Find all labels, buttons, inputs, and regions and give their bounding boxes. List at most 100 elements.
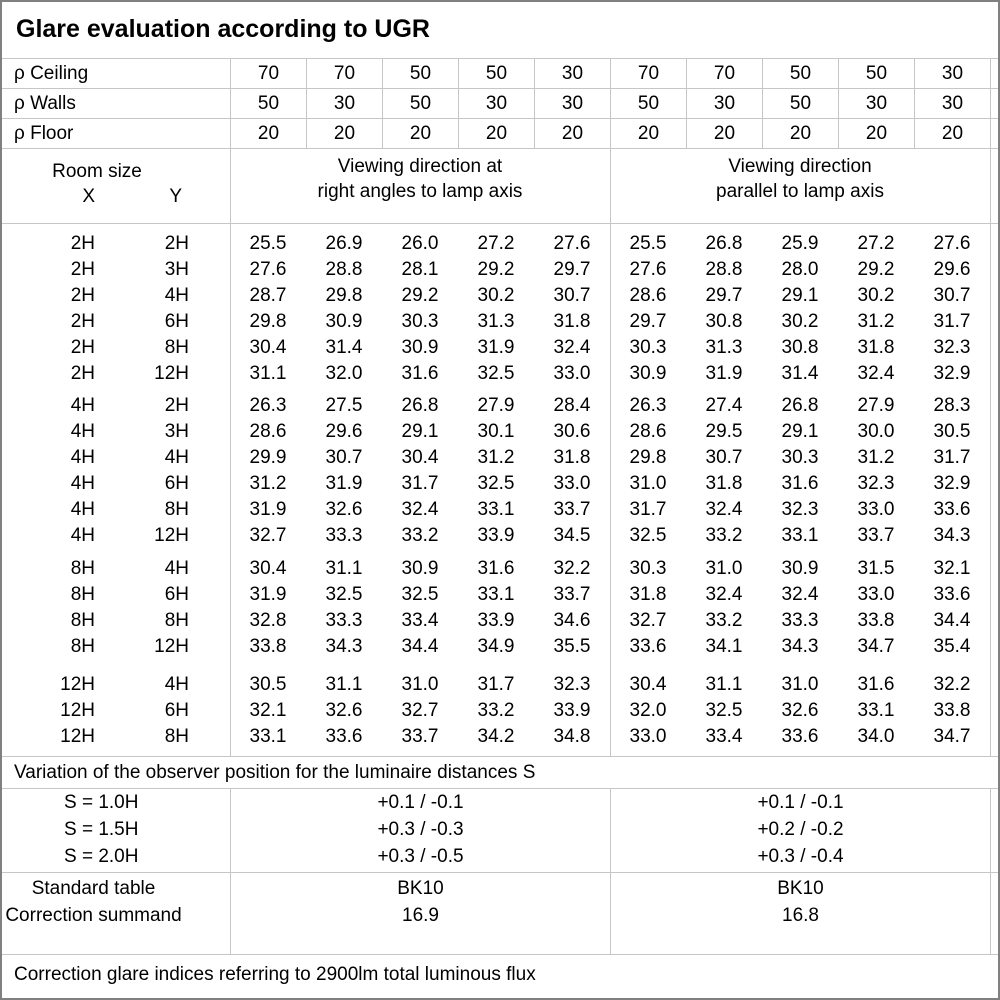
ugr-value: 27.6 xyxy=(933,233,971,254)
s-distance-labels: S = 1.0H S = 1.5H S = 2.0H xyxy=(2,789,230,872)
ugr-value: 31.9 xyxy=(705,363,743,384)
ugr-value: 32.5 xyxy=(477,473,515,494)
room-size-y-value: 8H xyxy=(164,337,189,358)
standard-section-label: Correction summand xyxy=(5,905,182,926)
ugr-row: 12H 6H 32.1 32.6 32.7 33.2 33.9 32.0 32.5 32.6 33.… xyxy=(2,698,998,724)
ugr-value: 33.1 xyxy=(781,525,819,546)
ugr-value: 32.3 xyxy=(933,337,971,358)
ugr-value: 34.1 xyxy=(705,636,743,657)
ugr-value: 30.2 xyxy=(857,285,895,306)
ugr-value: 30.4 xyxy=(249,558,287,579)
reflectance-value: 20 xyxy=(230,119,306,148)
ugr-value: 31.2 xyxy=(249,473,287,494)
reflectance-value: 70 xyxy=(230,59,306,88)
standard-values-parallel: BK10 16.8 xyxy=(610,873,990,954)
room-size-x-value: 8H xyxy=(70,610,95,631)
room-size-xy-labels: X Y xyxy=(2,184,230,209)
ugr-value: 32.0 xyxy=(325,363,363,384)
reflectance-value: 30 xyxy=(306,89,382,118)
ugr-value: 33.8 xyxy=(933,700,971,721)
ugr-value: 29.1 xyxy=(781,285,819,306)
ugr-table: Room size X Y Viewing direction at right… xyxy=(2,149,998,757)
ugr-value: 34.4 xyxy=(933,610,971,631)
ugr-value: 29.8 xyxy=(249,311,287,332)
room-size-x-value: 2H xyxy=(70,259,95,280)
ugr-value: 32.4 xyxy=(781,584,819,605)
ugr-value: 31.3 xyxy=(477,311,515,332)
reflectance-value: 70 xyxy=(686,59,762,88)
room-size-x-value: 2H xyxy=(70,363,95,384)
ugr-row: 8H 8H 32.8 33.3 33.4 33.9 34.6 32.7 33.2 33.3 33.8… xyxy=(2,608,998,634)
spacing-correction-value: +0.3 / -0.3 xyxy=(377,819,464,840)
reflectance-value: 50 xyxy=(382,89,458,118)
ugr-value: 33.8 xyxy=(249,636,287,657)
ugr-value: 27.2 xyxy=(477,233,515,254)
heading-line: right angles to lamp axis xyxy=(317,181,523,202)
heading-parallel-to-lamp-axis: Viewing direction parallel to lamp axis xyxy=(610,149,990,223)
ugr-value: 30.8 xyxy=(781,337,819,358)
ugr-value: 26.3 xyxy=(249,395,287,416)
ugr-value: 30.9 xyxy=(629,363,667,384)
reflectance-row: ρ Floor 20 20 20 20 20 20 20 20 20 20 xyxy=(2,119,998,149)
ugr-value: 32.5 xyxy=(325,584,363,605)
ugr-value: 32.1 xyxy=(249,700,287,721)
ugr-value: 33.2 xyxy=(477,700,515,721)
ugr-value: 33.2 xyxy=(705,525,743,546)
ugr-value: 34.3 xyxy=(933,525,971,546)
reflectance-value: 70 xyxy=(306,59,382,88)
ugr-value: 33.0 xyxy=(553,363,591,384)
ugr-value: 30.3 xyxy=(629,337,667,358)
ugr-value: 33.6 xyxy=(325,726,363,747)
ugr-values-body: 2H 2H 25.5 26.9 26.0 27.2 27.6 25.5 26.8 25.9 27.2… xyxy=(2,224,998,757)
standard-section-value: BK10 xyxy=(777,878,824,899)
room-size-y-value: 3H xyxy=(164,421,189,442)
ugr-value: 30.1 xyxy=(477,421,515,442)
ugr-value: 26.8 xyxy=(705,233,743,254)
room-size-x-value: 2H xyxy=(70,337,95,358)
ugr-value: 33.3 xyxy=(325,525,363,546)
ugr-value: 33.1 xyxy=(249,726,287,747)
room-size-x-value: 4H xyxy=(70,447,95,468)
reflectance-value: 20 xyxy=(610,119,686,148)
ugr-value: 33.6 xyxy=(629,636,667,657)
reflectance-value: 20 xyxy=(838,119,914,148)
ugr-value: 33.7 xyxy=(553,584,591,605)
ugr-value: 30.0 xyxy=(857,421,895,442)
heading-line: Viewing direction xyxy=(728,156,872,177)
ugr-value: 29.6 xyxy=(325,421,363,442)
ugr-value: 30.9 xyxy=(325,311,363,332)
ugr-row: 12H 4H 30.5 31.1 31.0 31.7 32.3 30.4 31.1 31.0 31.… xyxy=(2,672,998,698)
room-size-y-value: 12H xyxy=(154,363,189,384)
ugr-value: 34.5 xyxy=(553,525,591,546)
ugr-value: 28.0 xyxy=(781,259,819,280)
room-size-x-value: 4H xyxy=(70,421,95,442)
room-size-y-value: 12H xyxy=(154,525,189,546)
ugr-value: 29.1 xyxy=(781,421,819,442)
ugr-value: 33.7 xyxy=(553,499,591,520)
ugr-value: 31.2 xyxy=(477,447,515,468)
ugr-value: 28.8 xyxy=(705,259,743,280)
ugr-value: 33.4 xyxy=(401,610,439,631)
ugr-value: 32.2 xyxy=(933,674,971,695)
ugr-value: 30.4 xyxy=(401,447,439,468)
reflectance-value: 50 xyxy=(382,59,458,88)
reflectance-value: 20 xyxy=(686,119,762,148)
ugr-value: 32.9 xyxy=(933,363,971,384)
ugr-value: 32.5 xyxy=(629,525,667,546)
reflectance-value: 50 xyxy=(762,59,838,88)
reflectance-value: 20 xyxy=(762,119,838,148)
room-size-x-value: 2H xyxy=(70,285,95,306)
ugr-row: 2H 4H 28.7 29.8 29.2 30.2 30.7 28.6 29.7 29.1 30.2… xyxy=(2,283,998,309)
ugr-value: 33.6 xyxy=(781,726,819,747)
ugr-value: 31.2 xyxy=(857,311,895,332)
reflectance-header-rows: ρ Ceiling 70 70 50 50 30 70 70 50 50 30 ρ Walls 50 30… xyxy=(2,59,998,149)
ugr-value: 28.8 xyxy=(325,259,363,280)
standard-table-section: Standard table Correction summand BK10 16.… xyxy=(2,873,998,955)
ugr-value: 32.7 xyxy=(629,610,667,631)
room-size-y-value: 2H xyxy=(164,233,189,254)
ugr-value: 31.1 xyxy=(325,558,363,579)
ugr-value: 30.9 xyxy=(401,337,439,358)
room-size-y-value: 4H xyxy=(164,558,189,579)
ugr-value: 32.6 xyxy=(781,700,819,721)
